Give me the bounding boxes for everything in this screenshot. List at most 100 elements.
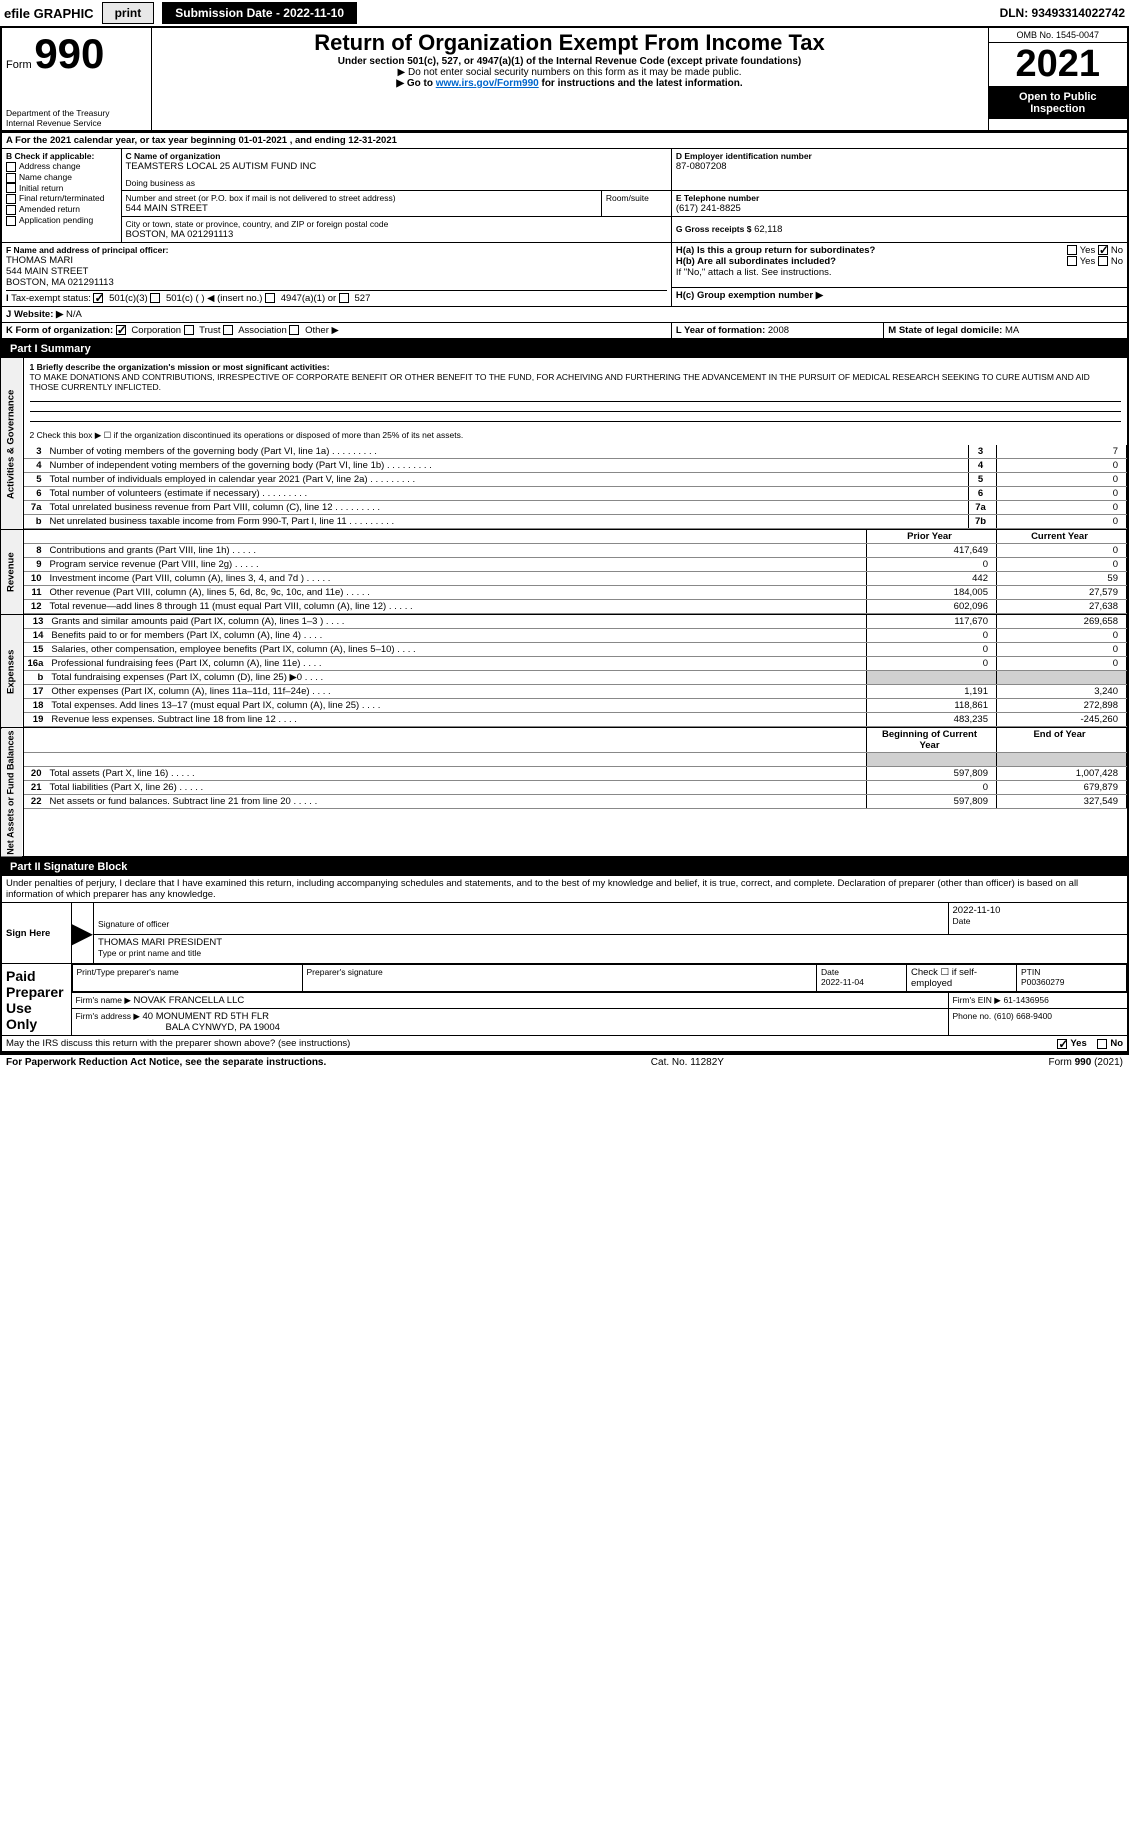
row-current: 3,240 [997,685,1127,699]
firm-name: NOVAK FRANCELLA LLC [134,995,245,1006]
row-text: Number of voting members of the governin… [46,445,969,459]
form-header-table: Form 990 Department of the Treasury Inte… [0,26,1129,132]
prep-name-label: Print/Type preparer's name [77,967,298,977]
firm-phone-label: Phone no. [953,1011,992,1021]
row-text: Net unrelated business taxable income fr… [46,515,969,529]
print-button[interactable]: print [102,2,155,24]
submission-date-button[interactable]: Submission Date - 2022-11-10 [162,2,357,24]
row-text: Benefits paid to or for members (Part IX… [47,629,866,643]
name-title: THOMAS MARI PRESIDENT [98,937,1123,948]
room-label: Room/suite [606,193,667,203]
row-text: Professional fundraising fees (Part IX, … [47,657,866,671]
row-val: 0 [997,473,1127,487]
row-val: 0 [997,487,1127,501]
col-header: Beginning of Current Year [867,728,997,753]
note-link: ▶ Go to www.irs.gov/Form990 for instruct… [156,78,984,89]
row-idx: 22 [24,795,46,809]
row-idx: 10 [24,572,46,586]
row-prior: 483,235 [867,713,997,727]
row-current: 0 [997,643,1127,657]
street-label: Number and street (or P.O. box if mail i… [126,193,597,203]
b-check-2[interactable] [6,183,16,193]
row-text: Total number of individuals employed in … [46,473,969,487]
row-text: Total revenue—add lines 8 through 11 (mu… [46,600,867,614]
j-label: Website: ▶ [14,309,63,320]
firm-addr2: BALA CYNWYD, PA 19004 [76,1022,944,1033]
row-current: 327,549 [997,795,1127,809]
hb-label: H(b) Are all subordinates included? [676,256,836,267]
row-prior: 118,861 [867,699,997,713]
row-val: 0 [997,459,1127,473]
i-opt-3[interactable] [339,293,349,303]
top-bar: efile GRAPHIC print Submission Date - 20… [0,0,1129,26]
col-header: End of Year [997,728,1127,753]
row-box: 7a [969,501,997,515]
row-text: Grants and similar amounts paid (Part IX… [47,615,866,629]
d-label: D Employer identification number [676,151,1123,161]
row-val: 0 [997,515,1127,529]
i-opt-2[interactable] [265,293,275,303]
row-text: Total assets (Part X, line 16) . . . . . [46,767,867,781]
row-text: Total expenses. Add lines 13–17 (must eq… [47,699,866,713]
q1-label: 1 Briefly describe the organization's mi… [30,362,1122,372]
instructions-link[interactable]: www.irs.gov/Form990 [436,78,539,89]
vlabel-netassets: Net Assets or Fund Balances [1,728,23,858]
part2-table: Part II Signature Block Under penalties … [0,858,1129,1053]
check-self: Check ☐ if self-employed [907,965,1017,992]
row-current: 59 [997,572,1127,586]
row-idx: 18 [24,699,48,713]
hb-yes-checkbox[interactable] [1067,256,1077,266]
row-prior: 0 [867,643,997,657]
b-check-0[interactable] [6,162,16,172]
org-name: TEAMSTERS LOCAL 25 AUTISM FUND INC [126,161,667,172]
i-opt-1[interactable] [150,293,160,303]
firm-phone: (610) 668-9400 [994,1011,1052,1021]
row-box: 3 [969,445,997,459]
row-prior: 0 [867,657,997,671]
b-check-4[interactable] [6,205,16,215]
k-opt-2[interactable] [223,325,233,335]
note2-pre: ▶ Go to [396,78,435,89]
dln-label: DLN: 93493314022742 [1000,6,1125,20]
row-idx: 16a [24,657,48,671]
b-label: B Check if applicable: [6,151,117,161]
discuss-no-checkbox[interactable] [1097,1039,1107,1049]
ha-yes-checkbox[interactable] [1067,245,1077,255]
identity-table: A For the 2021 calendar year, or tax yea… [0,132,1129,340]
ein: 87-0807208 [676,161,1123,172]
row-current: 272,898 [997,699,1127,713]
row-text: Program service revenue (Part VIII, line… [46,558,867,572]
b-check-5[interactable] [6,216,16,226]
row-prior [867,671,997,685]
row-prior: 0 [867,629,997,643]
k-opt-3[interactable] [289,325,299,335]
hb-no-checkbox[interactable] [1098,256,1108,266]
row-prior: 597,809 [867,795,997,809]
open-public-badge: Open to Public Inspection [989,87,1128,119]
ha-label: H(a) Is this a group return for subordin… [676,245,876,256]
row-text: Contributions and grants (Part VIII, lin… [46,544,867,558]
k-opt-1[interactable] [184,325,194,335]
k-opt-0[interactable] [116,325,126,335]
ptin: P00360279 [1021,977,1122,987]
i-opt-0[interactable] [93,293,103,303]
type-name-label: Type or print name and title [98,948,1123,958]
col-header: Prior Year [867,530,997,544]
firm-ein-label: Firm's EIN ▶ [953,995,1001,1005]
row-prior: 184,005 [867,586,997,600]
row-current: 0 [997,657,1127,671]
footer-right: Form 990 (2021) [1049,1057,1124,1068]
b-check-1[interactable] [6,173,16,183]
ha-no-checkbox[interactable] [1098,245,1108,255]
discuss-yes-checkbox[interactable] [1057,1039,1067,1049]
row-current: 0 [997,558,1127,572]
row-val: 7 [997,445,1127,459]
sign-here-label: Sign Here [1,903,71,964]
vlabel-revenue: Revenue [1,530,23,615]
row-current [997,671,1127,685]
row-idx: 15 [24,643,48,657]
firm-addr1: 40 MONUMENT RD 5TH FLR [143,1011,270,1022]
b-check-3[interactable] [6,194,16,204]
vlabel-expenses: Expenses [1,615,23,728]
firm-addr-label: Firm's address ▶ [76,1011,140,1021]
